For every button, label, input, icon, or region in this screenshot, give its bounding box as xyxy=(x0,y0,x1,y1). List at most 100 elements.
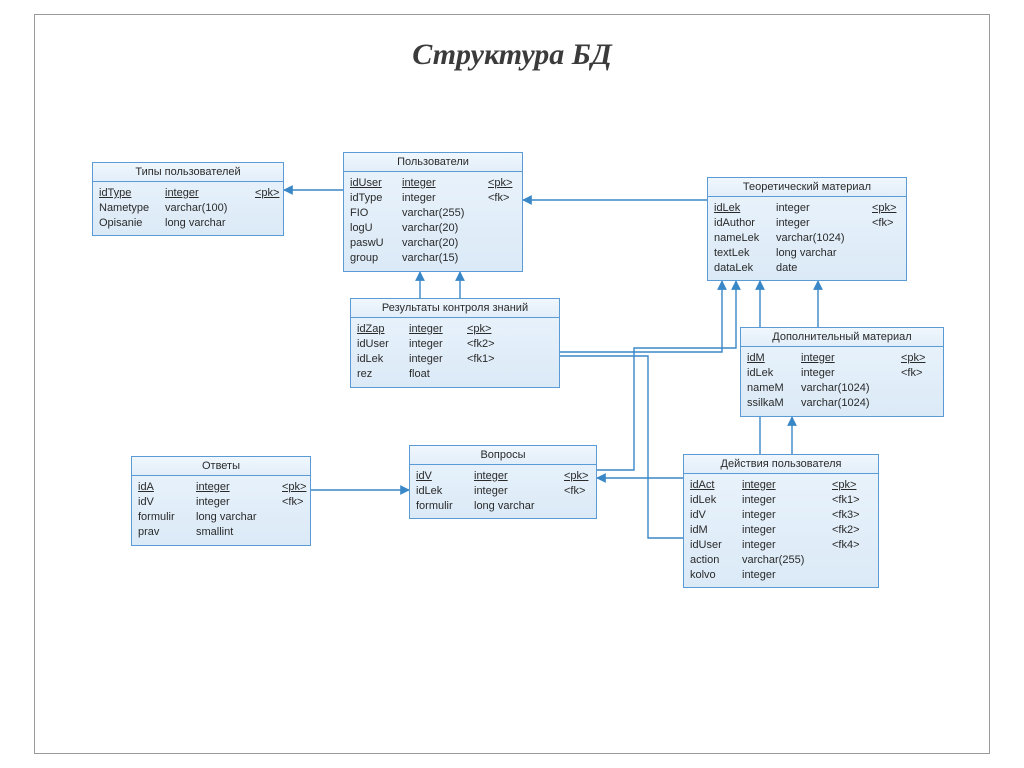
col-name: formulir xyxy=(416,499,470,514)
col-name: nameM xyxy=(747,381,797,396)
entity-row: idUserinteger<fk2> xyxy=(357,337,553,352)
entity-results: Результаты контроля знанийidZapinteger<p… xyxy=(350,298,560,388)
col-name: idM xyxy=(747,351,797,366)
col-key xyxy=(488,221,518,236)
col-type: varchar(20) xyxy=(402,221,484,236)
entity-types: Типы пользователейidTypeinteger<pk>Namet… xyxy=(92,162,284,236)
col-key: <fk1> xyxy=(467,352,507,367)
col-type: integer xyxy=(402,176,484,191)
entity-title: Результаты контроля знаний xyxy=(351,299,559,318)
col-key xyxy=(901,396,931,411)
col-name: idA xyxy=(138,480,192,495)
col-type: integer xyxy=(801,351,897,366)
col-key: <pk> xyxy=(564,469,594,484)
entity-extra: Дополнительный материал idM integer <pk>idL… xyxy=(740,327,944,417)
col-type: integer xyxy=(742,493,828,508)
col-name: idV xyxy=(690,508,738,523)
col-type: integer xyxy=(742,478,828,493)
entity-title: Дополнительный материал xyxy=(741,328,943,347)
entity-body: idActinteger<pk>idLekinteger<fk1>idVinte… xyxy=(684,474,878,587)
entity-title: Действия пользователя xyxy=(684,455,878,474)
entity-row: nameM varchar(1024) xyxy=(747,381,937,396)
col-name: idUser xyxy=(690,538,738,553)
entity-users: ПользователиidUserinteger<pk>idTypeinteg… xyxy=(343,152,523,272)
entity-title: Типы пользователей xyxy=(93,163,283,182)
entity-actions: Действия пользователяidActinteger<pk>idL… xyxy=(683,454,879,588)
entity-row: idLek integer <pk> xyxy=(714,201,900,216)
entity-row: nameLekvarchar(1024) xyxy=(714,231,900,246)
col-name: paswU xyxy=(350,236,398,251)
col-name: Nametype xyxy=(99,201,161,216)
entity-row: idAuthorinteger<fk> xyxy=(714,216,900,231)
col-type: long varchar xyxy=(196,510,278,525)
col-key: <pk> xyxy=(255,186,285,201)
col-name: idLek xyxy=(714,201,772,216)
col-key xyxy=(564,499,594,514)
entity-row: paswU varchar(20) xyxy=(350,236,516,251)
col-key: <fk3> xyxy=(832,508,870,523)
col-type: date xyxy=(776,261,868,276)
col-key: <pk> xyxy=(901,351,931,366)
col-type: integer xyxy=(474,484,560,499)
entity-row: logU varchar(20) xyxy=(350,221,516,236)
col-name: logU xyxy=(350,221,398,236)
entity-row: pravsmallint xyxy=(138,525,304,540)
col-name: idUser xyxy=(357,337,405,352)
col-type: integer xyxy=(474,469,560,484)
col-type: varchar(255) xyxy=(402,206,484,221)
col-key: <pk> xyxy=(872,201,902,216)
col-type: varchar(100) xyxy=(165,201,251,216)
col-key xyxy=(872,231,902,246)
col-key: <pk> xyxy=(488,176,518,191)
col-type: integer xyxy=(742,538,828,553)
col-name: kolvo xyxy=(690,568,738,583)
entity-row: Opisanielong varchar xyxy=(99,216,277,231)
entity-body: idZapinteger<pk>idUserinteger<fk2>idLeki… xyxy=(351,318,559,386)
col-type: integer xyxy=(196,495,278,510)
col-name: idM xyxy=(690,523,738,538)
entity-questions: ВопросыidVinteger<pk>idLekinteger<fk>for… xyxy=(409,445,597,519)
entity-row: idLekinteger<fk> xyxy=(747,366,937,381)
col-key: <fk> xyxy=(901,366,931,381)
col-type: varchar(15) xyxy=(402,251,484,266)
col-name: idZap xyxy=(357,322,405,337)
col-type: varchar(1024) xyxy=(801,381,897,396)
col-type: varchar(1024) xyxy=(801,396,897,411)
col-key xyxy=(872,246,902,261)
col-type: integer xyxy=(776,216,868,231)
col-key: <pk> xyxy=(832,478,870,493)
entity-row: idUser integer <pk> xyxy=(350,176,516,191)
entity-row: Nametype varchar(100) xyxy=(99,201,277,216)
entity-title: Вопросы xyxy=(410,446,596,465)
entity-row: idVinteger<pk> xyxy=(416,469,590,484)
entity-row: idM integer <pk> xyxy=(747,351,937,366)
entity-body: idUserinteger<pk>idTypeinteger<fk>FIOvar… xyxy=(344,172,522,270)
col-name: prav xyxy=(138,525,192,540)
col-name: idUser xyxy=(350,176,398,191)
col-key: <pk> xyxy=(282,480,312,495)
page-title: Структура БД xyxy=(0,38,1024,72)
col-type: integer xyxy=(776,201,868,216)
entity-row: idVinteger<fk> xyxy=(138,495,304,510)
entity-row: FIO varchar(255) xyxy=(350,206,516,221)
entity-row: actionvarchar(255) xyxy=(690,553,872,568)
entity-row: group varchar(15) xyxy=(350,251,516,266)
col-key xyxy=(282,510,312,525)
col-key: <fk> xyxy=(488,191,518,206)
col-type: varchar(20) xyxy=(402,236,484,251)
col-type: integer xyxy=(409,337,463,352)
col-name: FIO xyxy=(350,206,398,221)
entity-body: idA integer <pk>idVinteger<fk>formulir long… xyxy=(132,476,310,544)
col-key xyxy=(255,201,285,216)
entity-body: idM integer <pk>idLekinteger<fk>nameM varch… xyxy=(741,347,943,415)
col-key xyxy=(467,367,507,382)
entity-row: formulirlong varchar xyxy=(416,499,590,514)
col-key: <fk2> xyxy=(832,523,870,538)
col-name: dataLek xyxy=(714,261,772,276)
col-name: group xyxy=(350,251,398,266)
col-name: ssilkaM xyxy=(747,396,797,411)
col-key xyxy=(872,261,902,276)
col-type: integer xyxy=(742,568,828,583)
col-name: formulir xyxy=(138,510,192,525)
entity-row: idLekinteger<fk1> xyxy=(357,352,553,367)
